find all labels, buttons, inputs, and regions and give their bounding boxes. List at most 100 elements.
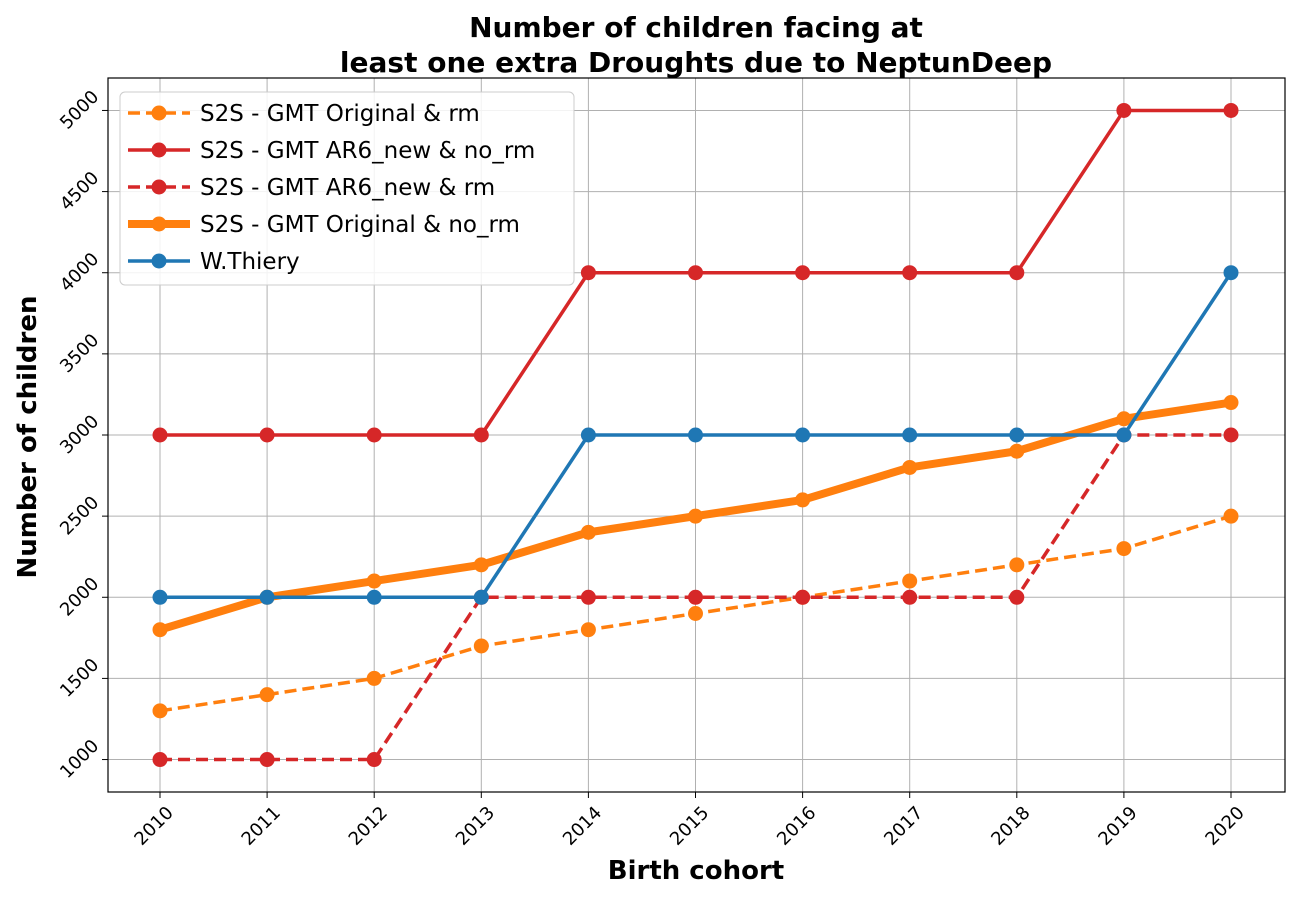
series-layer <box>152 102 1239 768</box>
data-point <box>152 427 168 443</box>
data-point <box>795 589 811 605</box>
data-point <box>688 508 703 524</box>
data-point <box>366 589 382 605</box>
data-point <box>795 265 811 281</box>
data-point <box>259 687 275 703</box>
data-point <box>1116 102 1132 118</box>
plot-frame <box>107 77 1286 793</box>
y-tick-label: 5000 <box>56 86 103 133</box>
data-point <box>473 589 489 605</box>
x-tick-label: 2020 <box>1201 802 1248 849</box>
series-1 <box>152 102 1239 443</box>
legend-label: S2S - GMT AR6_new & rm <box>200 175 495 201</box>
data-point <box>366 670 382 686</box>
data-point <box>580 622 596 638</box>
y-tick-label: 1500 <box>56 654 103 701</box>
data-point <box>152 703 168 719</box>
data-point <box>259 589 275 605</box>
data-point <box>902 589 918 605</box>
legend: S2S - GMT Original & rm S2S - GMT AR6_new… <box>119 91 575 286</box>
legend-label: W.Thiery <box>200 249 300 275</box>
y-tick-label: 3500 <box>56 330 103 377</box>
data-point <box>1116 541 1132 557</box>
x-tick-label: 2019 <box>1094 802 1141 849</box>
y-tick-label: 4500 <box>56 168 103 215</box>
data-point <box>1116 411 1132 427</box>
chart-title-line-1: Number of children facing at <box>469 11 923 44</box>
x-tick-label: 2015 <box>666 802 713 849</box>
data-point <box>580 524 596 540</box>
data-point <box>902 573 918 589</box>
data-point <box>152 589 168 605</box>
series-3 <box>152 395 1239 638</box>
data-point <box>366 573 382 589</box>
legend-swatch-marker <box>151 253 167 269</box>
legend-swatch-marker <box>151 179 167 195</box>
x-axis-label: Birth cohort <box>608 856 784 886</box>
legend-label: S2S - GMT Original & no_rm <box>200 212 520 238</box>
data-point <box>580 589 596 605</box>
legend-swatch-marker <box>151 105 167 121</box>
data-point <box>795 492 811 508</box>
y-tick-label: 3000 <box>56 411 103 458</box>
legend-item: S2S - GMT Original & no_rm <box>128 212 520 238</box>
legend-label: S2S - GMT AR6_new & no_rm <box>200 138 535 164</box>
data-point <box>902 265 918 281</box>
x-tick-label: 2013 <box>452 802 499 849</box>
x-tick-label: 2016 <box>773 802 820 849</box>
x-tick-label: 2014 <box>559 802 606 849</box>
data-point <box>580 427 596 443</box>
data-point <box>473 427 489 443</box>
data-point <box>473 638 489 654</box>
data-point <box>580 265 596 281</box>
data-point <box>259 752 275 768</box>
data-point <box>688 427 703 443</box>
data-point <box>902 427 918 443</box>
legend-item: W.Thiery <box>128 249 300 275</box>
x-tick-label: 2018 <box>987 802 1034 849</box>
series-4 <box>152 265 1239 605</box>
data-point <box>152 622 168 638</box>
y-tick-label: 4000 <box>56 249 103 296</box>
x-tick-label: 2011 <box>238 802 285 849</box>
data-point <box>688 265 703 281</box>
data-point <box>1009 265 1025 281</box>
x-tick-label: 2010 <box>130 802 177 849</box>
legend-box <box>119 91 575 286</box>
legend-item: S2S - GMT AR6_new & no_rm <box>128 138 535 164</box>
legend-item: S2S - GMT AR6_new & rm <box>128 175 495 201</box>
data-point <box>688 606 703 621</box>
legend-label: S2S - GMT Original & rm <box>200 101 480 127</box>
y-axis-label: Number of children <box>13 295 43 578</box>
data-point <box>1009 427 1025 443</box>
data-point <box>259 427 275 443</box>
data-point <box>152 752 168 768</box>
data-point <box>473 557 489 573</box>
legend-swatch-marker <box>151 142 167 158</box>
data-point <box>1223 427 1239 443</box>
data-point <box>1009 557 1025 573</box>
data-point <box>1223 265 1239 281</box>
legend-swatch-marker <box>151 216 167 232</box>
data-point <box>1116 427 1132 443</box>
data-point <box>1223 102 1239 118</box>
data-point <box>795 427 811 443</box>
y-tick-label: 2000 <box>56 573 103 620</box>
y-tick-label: 2500 <box>56 492 103 539</box>
x-tick-label: 2012 <box>345 802 392 849</box>
data-point <box>1009 589 1025 605</box>
series-0 <box>152 508 1239 719</box>
legend-item: S2S - GMT Original & rm <box>128 101 480 127</box>
data-point <box>688 589 703 605</box>
data-point <box>1223 395 1239 411</box>
axes <box>102 77 1286 798</box>
y-tick-label: 1000 <box>56 736 103 783</box>
x-tick-label: 2017 <box>880 802 927 849</box>
data-point <box>366 427 382 443</box>
data-point <box>1009 443 1025 459</box>
data-point <box>1223 508 1239 524</box>
chart-title-line-2: least one extra Droughts due to NeptunDe… <box>340 46 1052 79</box>
data-point <box>366 752 382 768</box>
data-point <box>902 459 918 475</box>
